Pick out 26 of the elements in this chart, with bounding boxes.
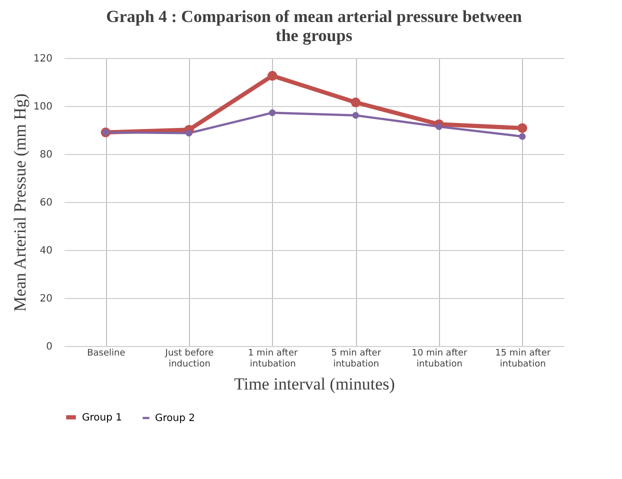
legend-label: Group 2 (155, 413, 195, 424)
legend-label: Group 1 (82, 412, 122, 424)
y-tick-label: 60 (40, 198, 52, 208)
point (186, 130, 192, 136)
y-tick-label: 120 (33, 54, 52, 64)
x-tick-label: Baseline (87, 348, 126, 358)
point (267, 70, 278, 81)
point (517, 123, 528, 133)
y-tick-label: 20 (40, 294, 52, 304)
x-tick-label: Just before induction (164, 348, 214, 370)
point (352, 112, 360, 119)
point (436, 123, 442, 130)
y-tick-label: 100 (33, 102, 52, 112)
y-axis-title: Mean Arterial Pressue (mm Hg) (10, 93, 30, 312)
point (518, 133, 526, 140)
x-tick-label: 10 min after intubation (412, 348, 468, 370)
point (350, 98, 361, 108)
x-tick-label: 5 min after intubation (331, 348, 382, 370)
x-tick-label: 15 min after intubation (495, 348, 551, 370)
x-axis-title: Time interval (minutes) (234, 374, 395, 394)
x-tick-label: 1 min after intubation (248, 348, 298, 370)
chart-title: Graph 4 : Comparison of mean arterial pressure between the groups (106, 7, 522, 45)
y-tick-label: 0 (46, 342, 52, 352)
y-tick-label: 80 (40, 150, 52, 160)
point (268, 109, 276, 116)
y-tick-label: 40 (40, 246, 52, 256)
